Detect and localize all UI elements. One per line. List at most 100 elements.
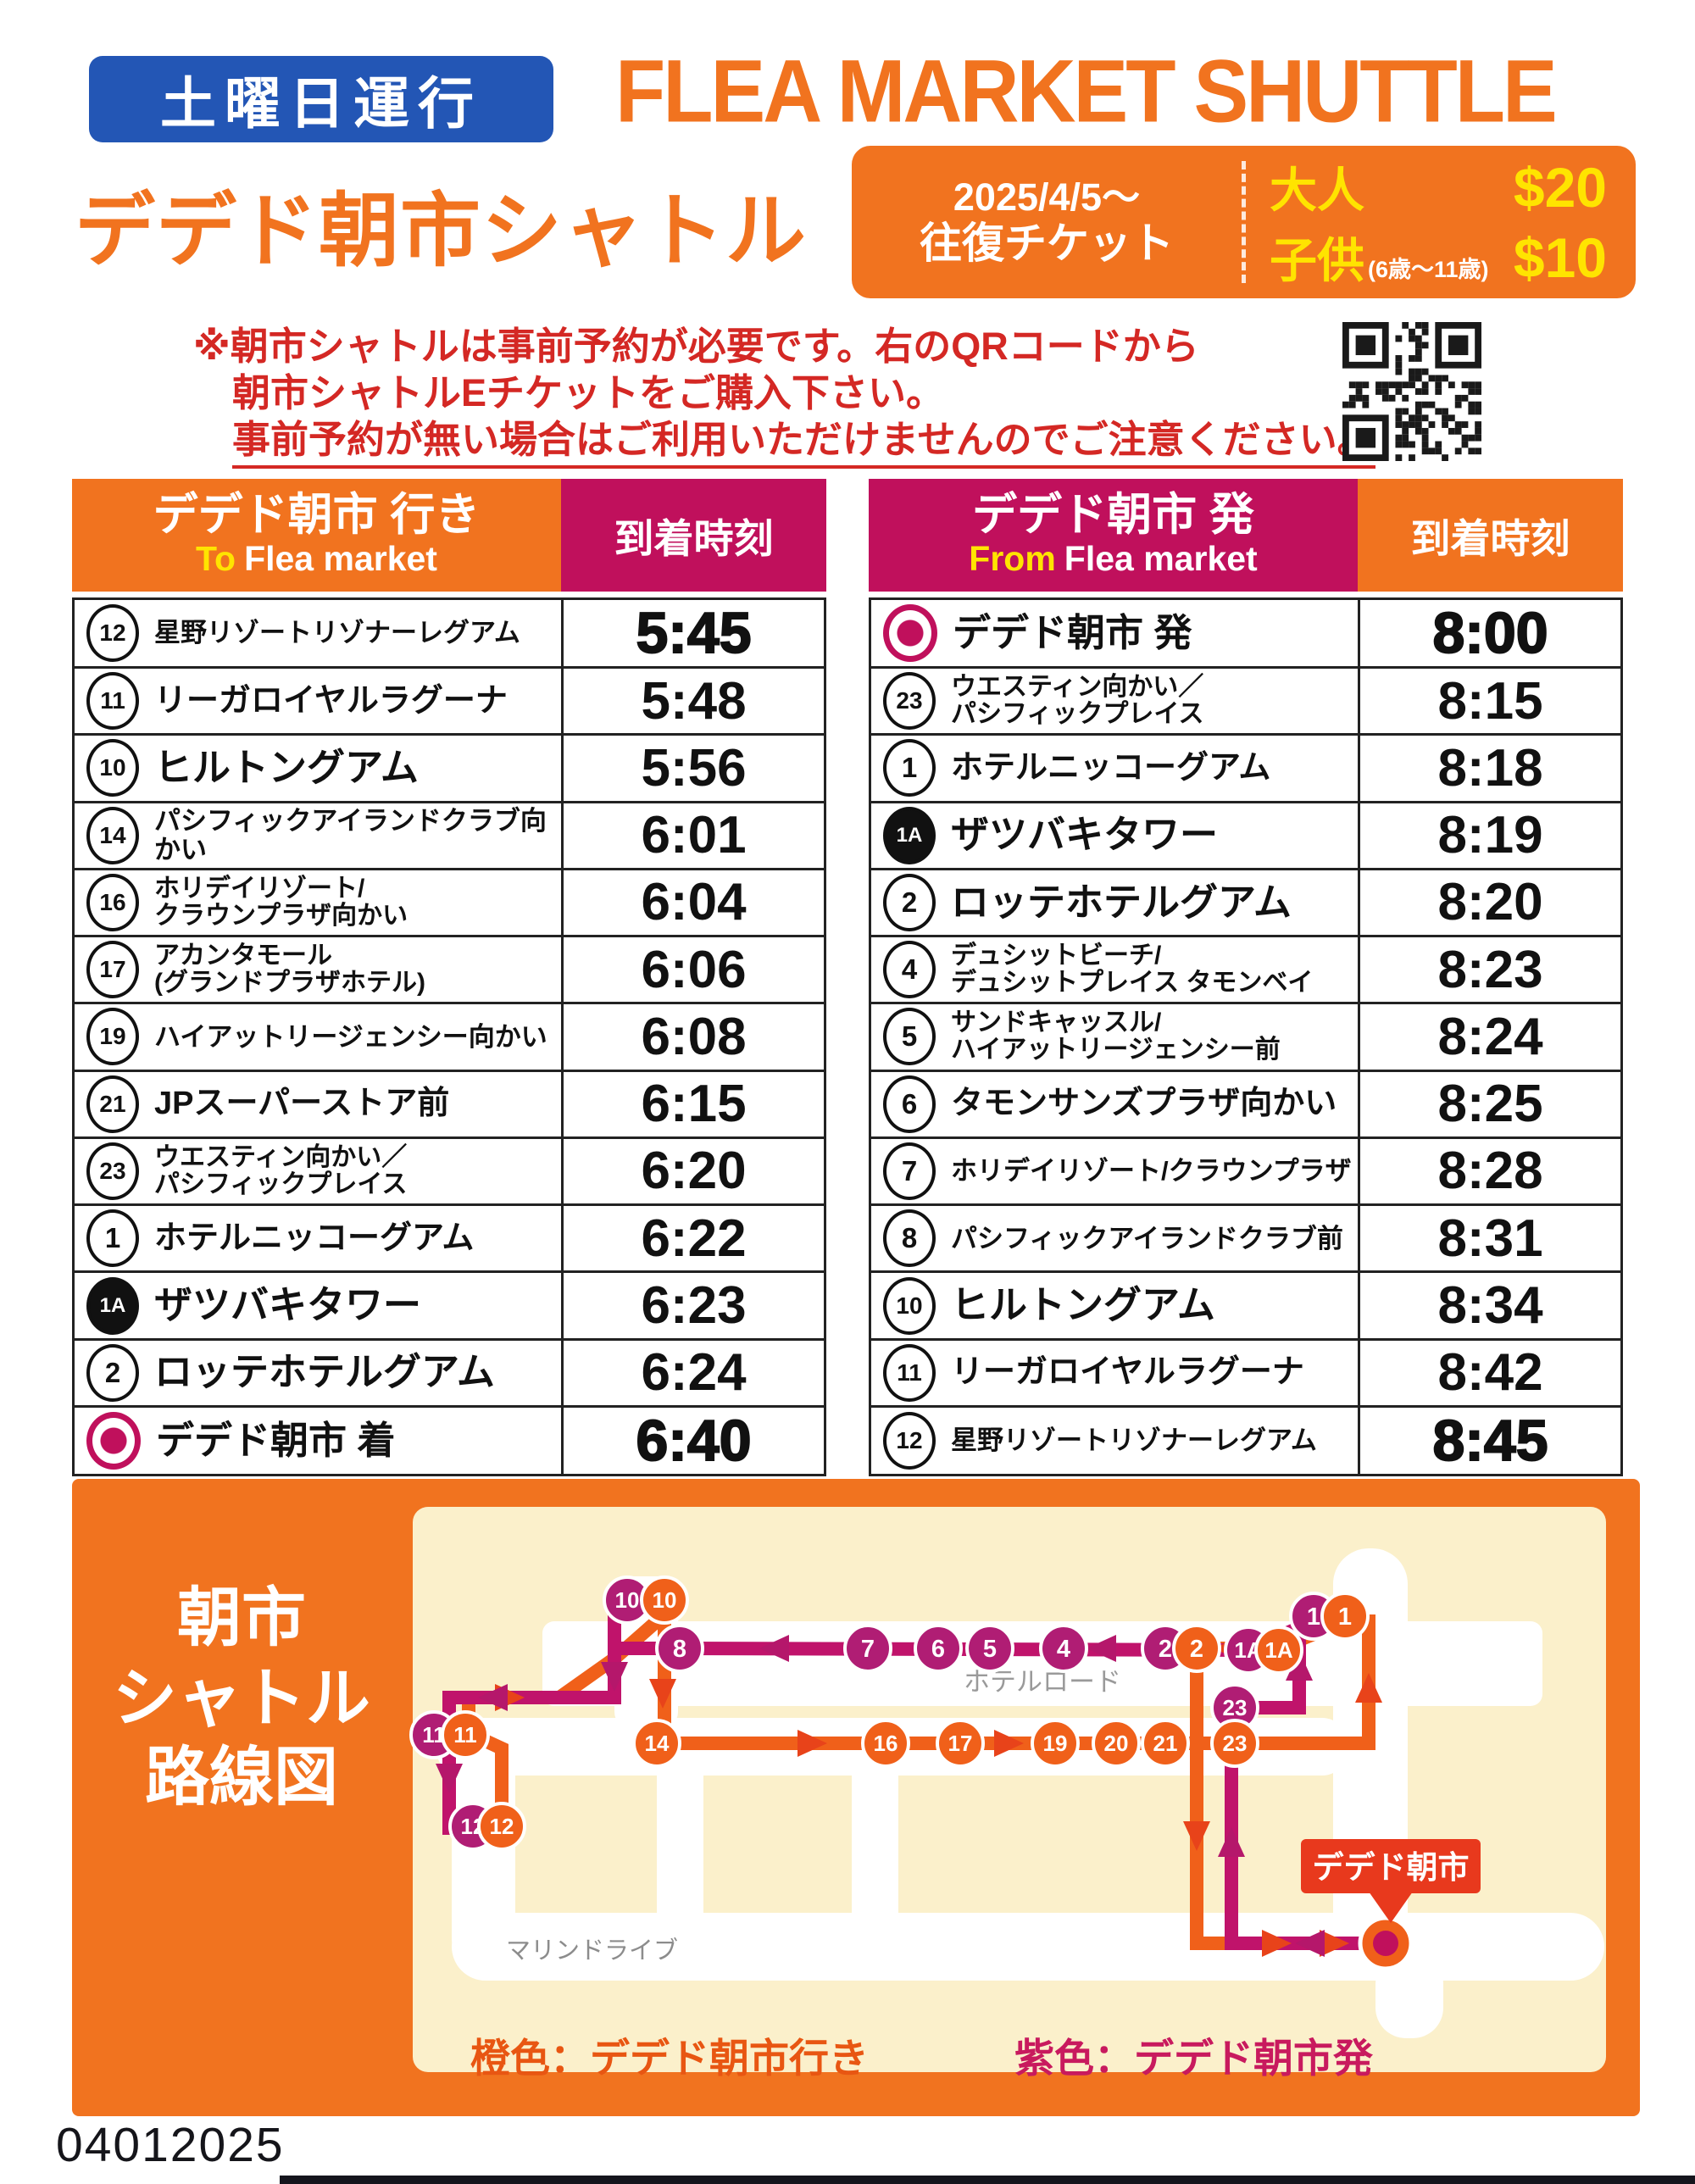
table-row: 1 ホテルニッコーグアム 8:18 <box>869 736 1623 803</box>
route-arrow-right <box>994 1730 1024 1757</box>
stop-name: デュシットビーチ/ デュシットプレイス タモンベイ <box>951 941 1314 998</box>
qr-code <box>1342 322 1481 461</box>
svg-text:1A: 1A <box>1264 1637 1292 1663</box>
map-sidebar-line1: 朝市 <box>177 1582 306 1654</box>
market-label-pointer <box>1369 1892 1413 1923</box>
stop-name: アカンタモール (グランドプラザホテル) <box>154 941 425 998</box>
arrival-time: 5:56 <box>641 738 747 797</box>
map-stop-orange: 11 <box>441 1710 490 1759</box>
map-stop-orange: 23 <box>1210 1719 1259 1768</box>
arrival-time: 6:08 <box>641 1007 747 1066</box>
table-row: 1A ザツバキタワー 6:23 <box>72 1273 826 1341</box>
timetable-title-jp: デデド朝市 行き <box>153 490 481 541</box>
map-stop-purple: 8 <box>655 1624 704 1673</box>
stop-number-badge: 23 <box>883 672 936 731</box>
svg-text:1: 1 <box>1338 1603 1352 1631</box>
print-code: 04012025 <box>56 2118 285 2172</box>
arrival-time: 6:22 <box>641 1209 747 1268</box>
timetable-rows: 12 星野リゾートリゾナーレグアム 5:45 11 リーガロイヤルラグーナ 5:48 10 ヒ… <box>72 597 826 1476</box>
arrival-time: 8:19 <box>1437 806 1543 865</box>
stop-number-badge: 6 <box>883 1075 936 1133</box>
svg-text:20: 20 <box>1104 1731 1129 1756</box>
stop-number-badge: 7 <box>883 1142 936 1200</box>
route-arrow-right <box>1320 1930 1349 1957</box>
stop-name: リーガロイヤルラグーナ <box>951 1354 1304 1391</box>
svg-text:7: 7 <box>861 1636 875 1663</box>
arrival-time: 8:18 <box>1437 738 1543 797</box>
market-stop-icon <box>86 1411 141 1470</box>
map-stop-orange: 21 <box>1141 1719 1190 1768</box>
market-stop-marker-center <box>1373 1931 1398 1956</box>
stop-name: パシフィックアイランドクラブ前 <box>951 1223 1343 1253</box>
stop-number-badge: 1A <box>883 806 936 864</box>
route-arrow-left <box>1086 1635 1116 1662</box>
child-price: $10 <box>1513 226 1607 289</box>
arrival-time: 8:20 <box>1437 873 1543 932</box>
route-arrow-down <box>649 1679 676 1709</box>
route-arrow-right <box>797 1730 827 1757</box>
stop-name: サンドキャッスル/ ハイアットリージェンシー前 <box>951 1009 1281 1064</box>
adult-label: 大人 <box>1270 164 1364 217</box>
arrival-time: 5:45 <box>635 600 752 666</box>
svg-text:5: 5 <box>983 1636 997 1663</box>
table-row: デデド朝市 発 8:00 <box>869 597 1623 669</box>
stop-name: ヒルトングアム <box>951 1283 1215 1327</box>
stop-number-badge: 1A <box>86 1276 139 1335</box>
arrival-time: 6:01 <box>641 806 747 865</box>
stop-name: デデド朝市 着 <box>156 1418 396 1462</box>
arrival-time: 8:15 <box>1437 671 1543 731</box>
stop-name: ロッテホテルグアム <box>951 880 1292 924</box>
stop-number-badge: 19 <box>86 1008 139 1066</box>
child-age-note: (6歳～11歳) <box>1368 257 1489 282</box>
stop-number-badge: 1 <box>883 739 936 797</box>
legend-orange: 橙色：デデド朝市行き <box>470 2036 869 2081</box>
svg-text:2: 2 <box>1159 1636 1172 1663</box>
stop-name: ザツバキタワー <box>154 1283 422 1327</box>
table-row: 5 サンドキャッスル/ ハイアットリージェンシー前 8:24 <box>869 1004 1623 1072</box>
stop-name: 星野リゾートリゾナーレグアム <box>154 618 520 648</box>
arrival-time: 5:48 <box>641 671 747 731</box>
adult-price: $20 <box>1513 156 1607 219</box>
svg-text:6: 6 <box>931 1636 945 1663</box>
table-row: 2 ロッテホテルグアム 6:24 <box>72 1340 826 1408</box>
arrival-time: 8:24 <box>1437 1007 1543 1066</box>
svg-text:17: 17 <box>948 1731 973 1756</box>
adult-fare-row: 大人 $20 <box>1270 153 1607 221</box>
route-arrow-down <box>1183 1821 1210 1851</box>
arrival-time: 6:04 <box>641 873 747 932</box>
table-row: 2 ロッテホテルグアム 8:20 <box>869 870 1623 938</box>
timetable-from-market: デデド朝市 発 From Flea market 到着時刻 デデド朝市 発 8:00… <box>869 479 1623 1476</box>
arrival-time: 8:42 <box>1437 1343 1543 1403</box>
arrival-time: 8:23 <box>1437 940 1543 999</box>
map-stop-purple: 6 <box>914 1624 963 1673</box>
table-row: 23 ウエスティン向かい／ パシフィックプレイス 6:20 <box>72 1138 826 1207</box>
table-row: 23 ウエスティン向かい／ パシフィックプレイス 8:15 <box>869 669 1623 736</box>
timetable-title-jp: デデド朝市 発 <box>972 490 1254 541</box>
timetable-to-market: デデド朝市 行き To Flea market 到着時刻 12 星野リゾートリゾナー… <box>72 479 826 1476</box>
stop-name: ウエスティン向かい／ パシフィックプレイス <box>154 1142 408 1198</box>
map-stop-orange: 1 <box>1320 1592 1370 1641</box>
map-stop-purple: 5 <box>965 1624 1014 1673</box>
svg-text:10: 10 <box>615 1587 640 1613</box>
stop-number-badge: 10 <box>883 1276 936 1335</box>
ticket-start-date: 2025/4/5～ <box>953 175 1141 220</box>
scan-edge-strip <box>280 2176 1695 2184</box>
dashed-divider <box>1242 161 1246 283</box>
stop-number-badge: 5 <box>883 1008 936 1066</box>
svg-text:12: 12 <box>490 1814 514 1839</box>
ticket-type: 往復チケット <box>920 220 1174 268</box>
table-row: 1 ホテルニッコーグアム 6:22 <box>72 1206 826 1274</box>
arrival-time: 6:24 <box>641 1343 747 1403</box>
stop-number-badge: 11 <box>86 672 139 731</box>
map-stop-purple: 4 <box>1039 1624 1088 1673</box>
stop-name: パシフィックアイランドクラブ向かい <box>154 806 547 864</box>
stop-name: リーガロイヤルラグーナ <box>154 682 508 719</box>
timetable-header: デデド朝市 行き To Flea market <box>72 479 561 592</box>
table-row: 17 アカンタモール (グランドプラザホテル) 6:06 <box>72 937 826 1005</box>
stop-name: タモンサンズプラザ向かい <box>951 1086 1337 1122</box>
table-row: 7 ホリデイリゾート/クラウンプラザ 8:28 <box>869 1138 1623 1207</box>
stop-number-badge: 16 <box>86 873 139 931</box>
stop-name: JPスーパーストア前 <box>154 1086 450 1122</box>
child-label: 子供 <box>1270 234 1364 287</box>
table-row: 16 ホリデイリゾート/ クラウンプラザ向かい 6:04 <box>72 870 826 938</box>
